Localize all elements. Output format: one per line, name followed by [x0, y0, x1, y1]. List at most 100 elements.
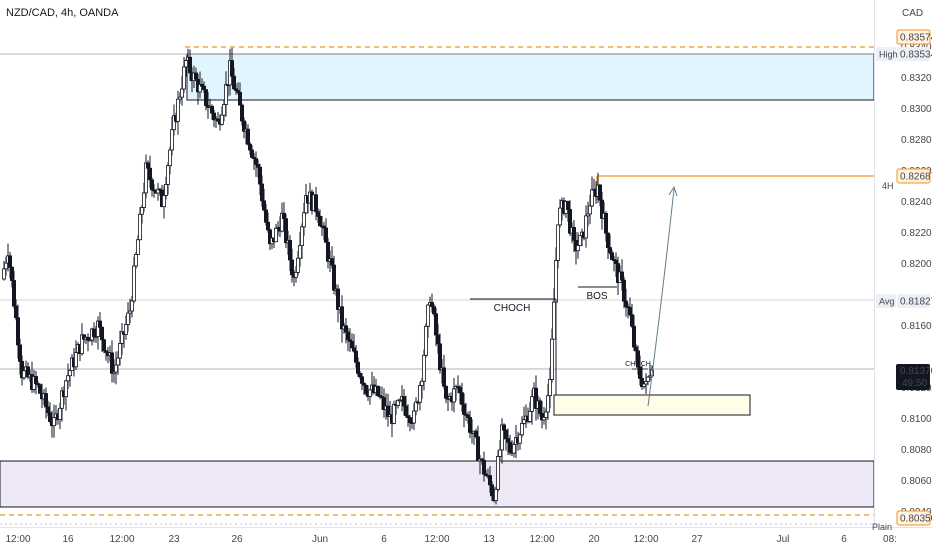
- candle-body: [7, 255, 12, 268]
- candle-body: [181, 66, 186, 90]
- candle-body: [175, 98, 180, 122]
- time-tick-label: 16: [62, 534, 74, 545]
- candle-body: [614, 259, 619, 264]
- candle-body: [588, 205, 593, 215]
- candle-body: [548, 379, 553, 397]
- candle-body: [98, 320, 103, 328]
- choch-label: CHOCH: [494, 303, 531, 314]
- candle-body: [604, 212, 609, 234]
- candle-body: [287, 240, 292, 261]
- candle-body: [487, 475, 492, 486]
- candle-body: [367, 389, 372, 397]
- price-tag-label-box: [876, 294, 896, 308]
- candle-body: [100, 326, 105, 341]
- candle-body: [124, 324, 129, 335]
- candle-body: [610, 252, 615, 260]
- candle-body: [231, 75, 236, 90]
- candle-body: [628, 307, 633, 316]
- candle-body: [391, 403, 396, 424]
- candle-body: [522, 419, 527, 424]
- candle-body: [451, 388, 456, 403]
- candle-body: [34, 376, 39, 385]
- orange-price-tag: [896, 168, 931, 184]
- time-tick-label: 08:: [883, 534, 897, 545]
- candle-body: [273, 227, 278, 243]
- candle-body: [297, 245, 302, 259]
- candle-body: [315, 211, 320, 217]
- candle-body: [247, 143, 252, 151]
- timeframe-label: 4H: [882, 181, 894, 191]
- candle-body: [4, 262, 9, 270]
- candle-body: [520, 422, 525, 436]
- candle-body: [11, 280, 16, 307]
- candle-body: [632, 325, 637, 348]
- candle-body: [437, 343, 442, 371]
- candle-body: [323, 227, 328, 243]
- candle-body: [249, 149, 254, 158]
- candle-body: [145, 162, 150, 169]
- candle-body: [411, 410, 416, 424]
- orange-price-tag: [896, 29, 931, 45]
- candle-body: [147, 167, 152, 181]
- candle-body: [646, 376, 651, 382]
- candle-body: [495, 456, 500, 490]
- candle-body: [13, 305, 18, 319]
- candle-body: [566, 200, 571, 210]
- candle-body: [265, 221, 270, 231]
- orange-price-tag: [896, 510, 931, 526]
- candle-body: [253, 158, 258, 165]
- candle-body: [423, 325, 428, 356]
- candle-body: [349, 341, 354, 349]
- candle-body: [512, 444, 517, 454]
- candle-body: [44, 393, 49, 408]
- candle-body: [419, 380, 424, 386]
- candle-body: [74, 352, 79, 368]
- candle-body: [9, 266, 14, 281]
- candle-body: [359, 376, 364, 384]
- candle-body: [489, 484, 494, 497]
- orange-price-value: 0.83574: [900, 33, 932, 44]
- projection-arrow: [647, 188, 675, 407]
- candle-body: [257, 166, 262, 185]
- candle-body: [584, 215, 589, 239]
- price-tag-value: 0.81827: [900, 297, 932, 308]
- price-tag-value: 0.83534: [900, 50, 932, 61]
- candle-body: [343, 325, 348, 333]
- candle-body: [544, 411, 549, 418]
- candle-body: [313, 194, 318, 213]
- candle-body: [281, 212, 286, 220]
- candle-body: [255, 164, 260, 168]
- candle-body: [114, 364, 119, 373]
- candle-body: [239, 104, 244, 122]
- orange-price-value: 0.82687: [900, 172, 932, 183]
- time-tick-label: 26: [231, 534, 243, 545]
- candle-body: [15, 317, 20, 346]
- candle-body: [209, 105, 214, 114]
- candle-body: [357, 372, 362, 378]
- candle-body: [229, 60, 234, 77]
- candle-body: [133, 253, 138, 267]
- price-tag-label: Avg: [879, 297, 894, 307]
- candle-body: [317, 215, 322, 227]
- candle-body: [237, 92, 242, 106]
- candle-body: [493, 488, 498, 501]
- candle-body: [407, 417, 412, 423]
- time-tick-label: 6: [381, 534, 387, 545]
- bos-label: BOS: [586, 291, 607, 302]
- candle-body: [183, 60, 188, 68]
- candle-body: [355, 361, 360, 374]
- candle-body: [546, 395, 551, 413]
- time-tick-label: 12:00: [633, 534, 658, 545]
- candle-body: [528, 410, 533, 422]
- candle-body: [179, 88, 184, 98]
- candle-body: [401, 396, 406, 407]
- price-tag: [897, 294, 930, 308]
- price-tag-label: High: [879, 50, 898, 60]
